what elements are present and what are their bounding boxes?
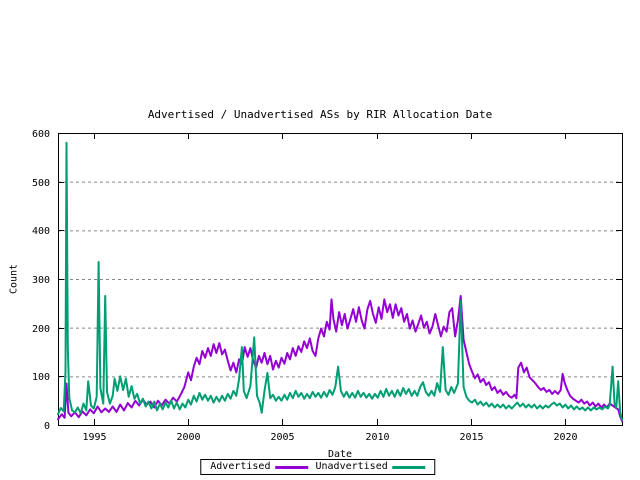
x-tick-label-2010: 2010 <box>365 432 389 443</box>
x-tick-label-1995: 1995 <box>82 432 106 443</box>
y-axis-label: Count <box>8 263 20 295</box>
series-line-unadvertised <box>57 141 623 422</box>
legend-sample-unadvertised <box>392 465 426 469</box>
legend-sample-advertised <box>275 465 309 469</box>
legend-label-unadvertised: Unadvertised <box>315 461 388 472</box>
legend-entry-advertised: Advertised <box>210 461 309 473</box>
x-axis-label: Date <box>327 449 353 460</box>
x-tick-label-2005: 2005 <box>270 432 294 443</box>
y-tick-label-500: 500 <box>32 178 50 189</box>
x-tick-label-2000: 2000 <box>176 432 200 443</box>
y-tick-label-300: 300 <box>32 275 50 286</box>
x-tick-label-2015: 2015 <box>459 432 483 443</box>
x-tick-label-2020: 2020 <box>553 432 577 443</box>
y-tick-label-400: 400 <box>32 226 50 237</box>
legend-entry-unadvertised: Unadvertised <box>315 461 426 473</box>
y-tick-label-100: 100 <box>32 372 50 383</box>
y-tick-label-600: 600 <box>32 129 50 140</box>
y-tick-label-200: 200 <box>32 324 50 335</box>
legend: Advertised Unadvertised <box>200 459 436 475</box>
series-line-advertised <box>57 295 623 423</box>
chart-title: Advertised / Unadvertised ASs by RIR All… <box>147 108 493 121</box>
legend-label-advertised: Advertised <box>210 461 271 472</box>
y-tick-label-0: 0 <box>44 421 50 432</box>
